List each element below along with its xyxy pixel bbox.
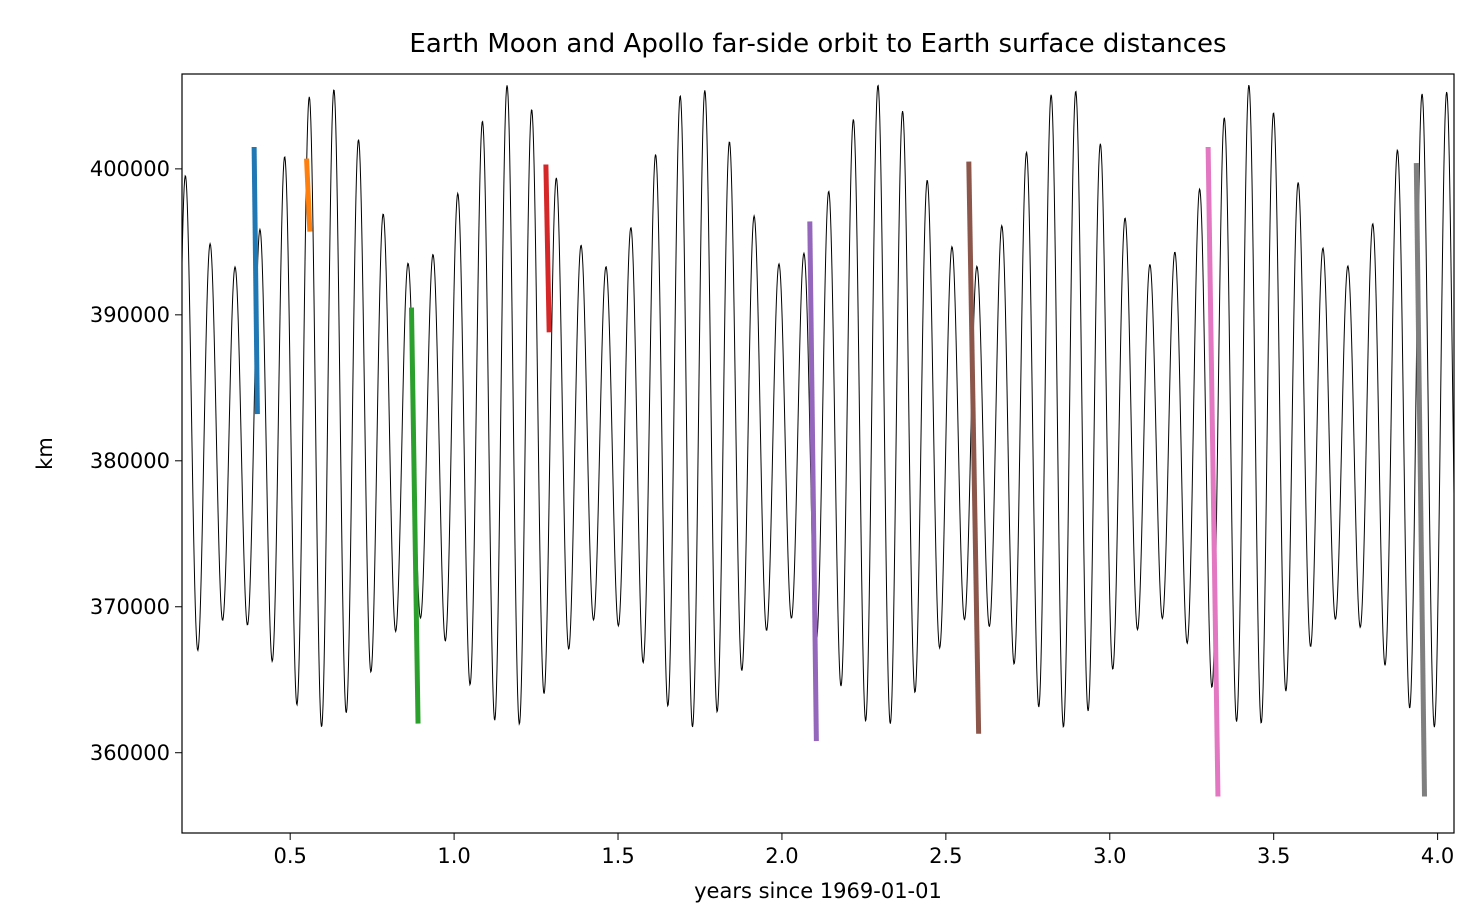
x-tick-label: 0.5 [273,844,306,868]
chart-container: 0.5 1.0 1.5 2.0 2.5 3.0 3.5 4.0 360000 370000 3800… [0,0,1462,921]
y-tick-label: 400000 [90,157,170,181]
chart-svg: 0.5 1.0 1.5 2.0 2.5 3.0 3.5 4.0 360000 370000 3800… [0,0,1462,921]
apollo-10-segment [254,147,257,414]
x-tick-label: 2.0 [765,844,798,868]
x-tick-label: 2.5 [929,844,962,868]
y-tick-label: 380000 [90,449,170,473]
y-tick-label: 360000 [90,741,170,765]
y-tick-label: 390000 [90,303,170,327]
x-tick-label: 3.0 [1093,844,1126,868]
x-axis-label: years since 1969-01-01 [694,879,942,903]
x-tick-label: 1.0 [437,844,470,868]
y-axis-label: km [33,437,57,470]
chart-title: Earth Moon and Apollo far-side orbit to … [409,29,1226,59]
x-tick-label: 1.5 [601,844,634,868]
y-tick-label: 370000 [90,595,170,619]
apollo-13-segment [546,164,549,332]
x-tick-label: 3.5 [1257,844,1290,868]
x-tick-label: 4.0 [1421,844,1454,868]
apollo-11-segment [307,159,310,232]
